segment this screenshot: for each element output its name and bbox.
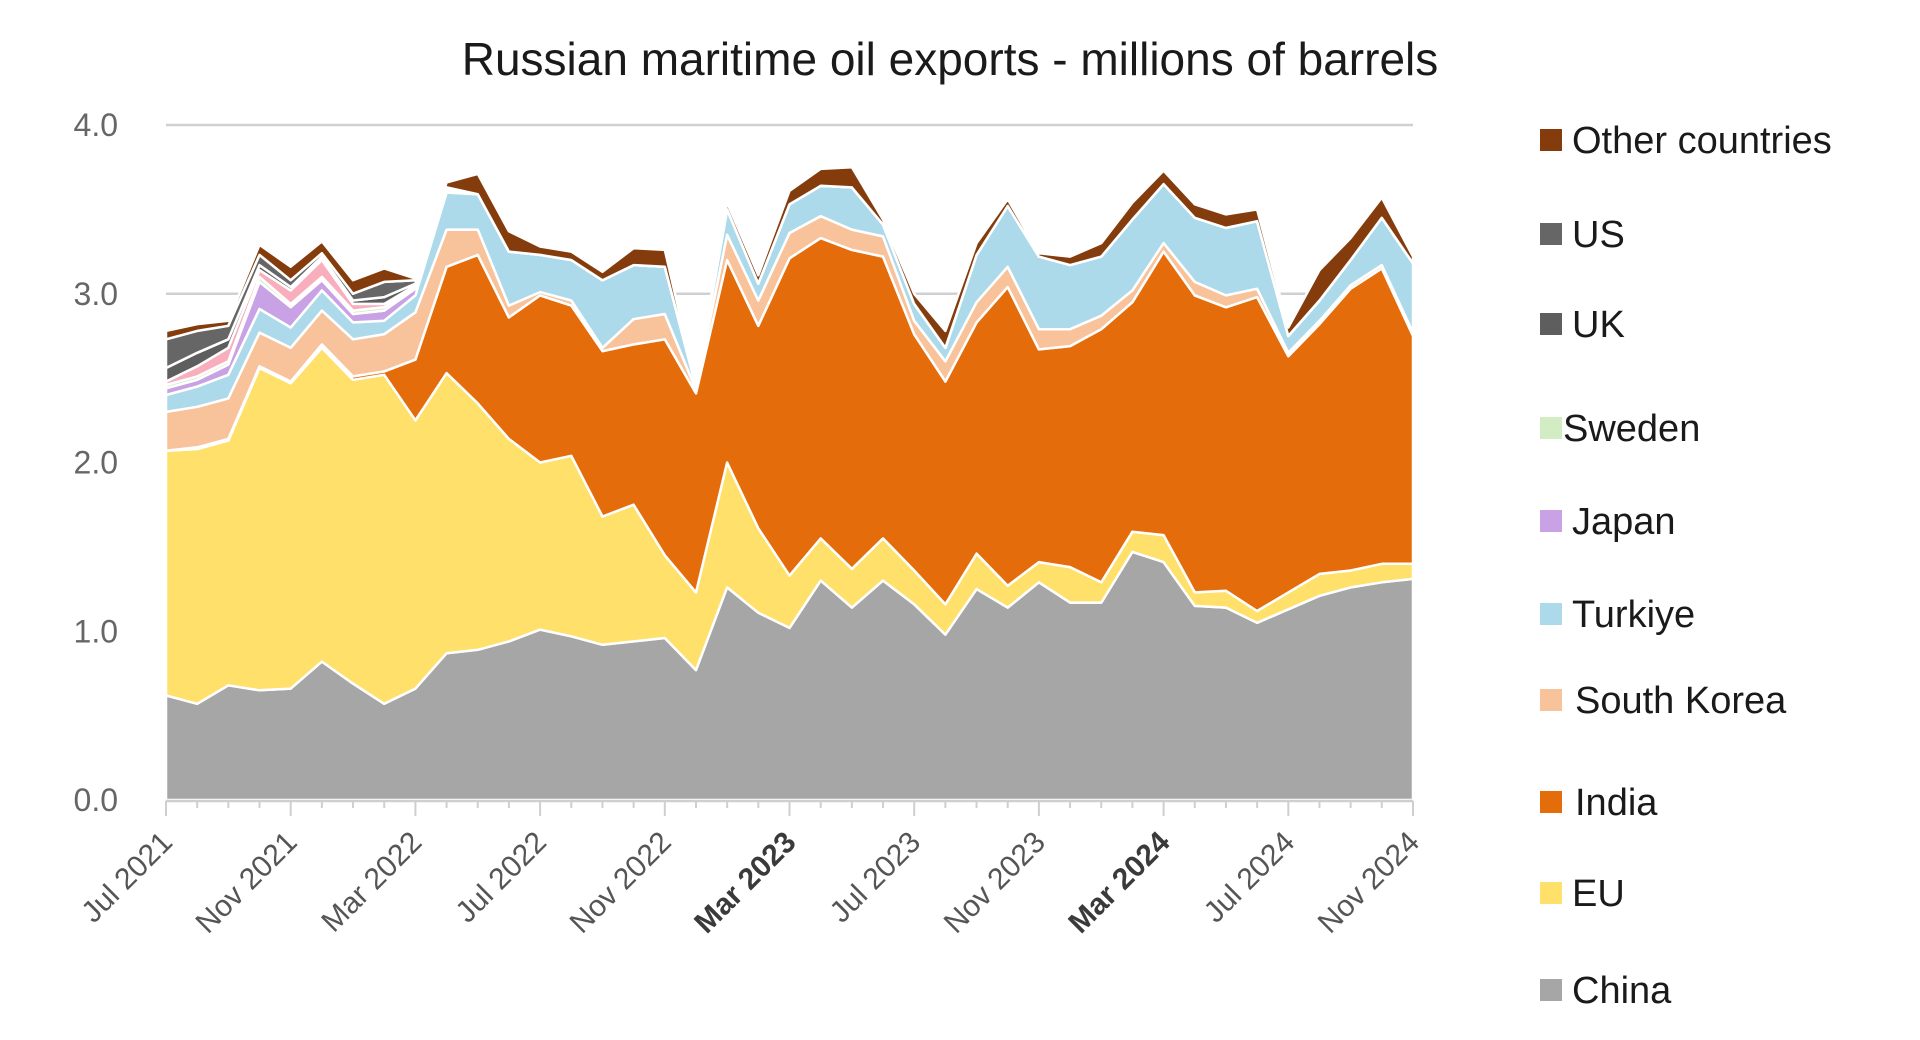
x-tick-label: Jul 2022 <box>450 826 554 930</box>
x-tick-label: Mar 2023 <box>688 826 802 940</box>
x-axis-ticks: Jul 2021 Nov 2021 Mar 2022 Jul 2022 Nov 2022… <box>75 825 1426 939</box>
legend-swatch-us <box>1540 223 1562 245</box>
chart-title: Russian maritime oil exports - millions … <box>462 33 1439 85</box>
legend: Other countries US UK Sweden Japan Turkiye Sou… <box>1540 120 1832 1012</box>
area-other-countries <box>164 165 1415 388</box>
y-tick-label: 1.0 <box>74 613 118 649</box>
legend-swatch-eu <box>1540 882 1562 904</box>
x-tick-label: Nov 2023 <box>938 826 1052 940</box>
legend-swatch-japan <box>1540 510 1562 532</box>
x-tick-label: Nov 2021 <box>189 826 303 940</box>
legend-label-india: India <box>1575 782 1658 824</box>
x-tick-label: Jul 2021 <box>75 826 179 930</box>
legend-label-other-countries: Other countries <box>1572 120 1832 162</box>
x-tick-label: Nov 2022 <box>564 826 678 940</box>
legend-label-uk: UK <box>1572 304 1625 346</box>
x-tick-label: Jul 2023 <box>824 826 928 930</box>
legend-swatch-turkiye <box>1540 603 1562 625</box>
legend-label-south-korea: South Korea <box>1575 680 1787 722</box>
x-tick-label: Mar 2022 <box>315 826 428 939</box>
y-tick-label: 2.0 <box>74 445 118 481</box>
legend-label-turkiye: Turkiye <box>1572 594 1695 636</box>
area-series <box>164 165 1415 802</box>
x-tick-label: Nov 2024 <box>1312 826 1426 940</box>
legend-swatch-india <box>1540 791 1562 813</box>
y-tick-label: 3.0 <box>74 276 118 312</box>
legend-label-sweden: Sweden <box>1563 408 1700 450</box>
legend-label-us: US <box>1572 214 1625 256</box>
x-axis <box>165 799 1414 816</box>
y-tick-label: 4.0 <box>74 107 118 143</box>
x-tick-label: Jul 2024 <box>1198 826 1302 930</box>
y-axis-ticks: 0.0 1.0 2.0 3.0 4.0 <box>74 107 118 818</box>
legend-swatch-south-korea <box>1540 689 1562 711</box>
x-tick-label: Mar 2024 <box>1062 825 1176 939</box>
legend-label-eu: EU <box>1572 873 1625 915</box>
legend-swatch-china <box>1540 979 1562 1001</box>
legend-label-china: China <box>1572 970 1672 1012</box>
legend-swatch-sweden <box>1540 417 1562 439</box>
y-tick-label: 0.0 <box>74 782 118 818</box>
legend-swatch-other-countries <box>1540 129 1562 151</box>
legend-label-japan: Japan <box>1572 501 1676 543</box>
legend-swatch-uk <box>1540 313 1562 335</box>
